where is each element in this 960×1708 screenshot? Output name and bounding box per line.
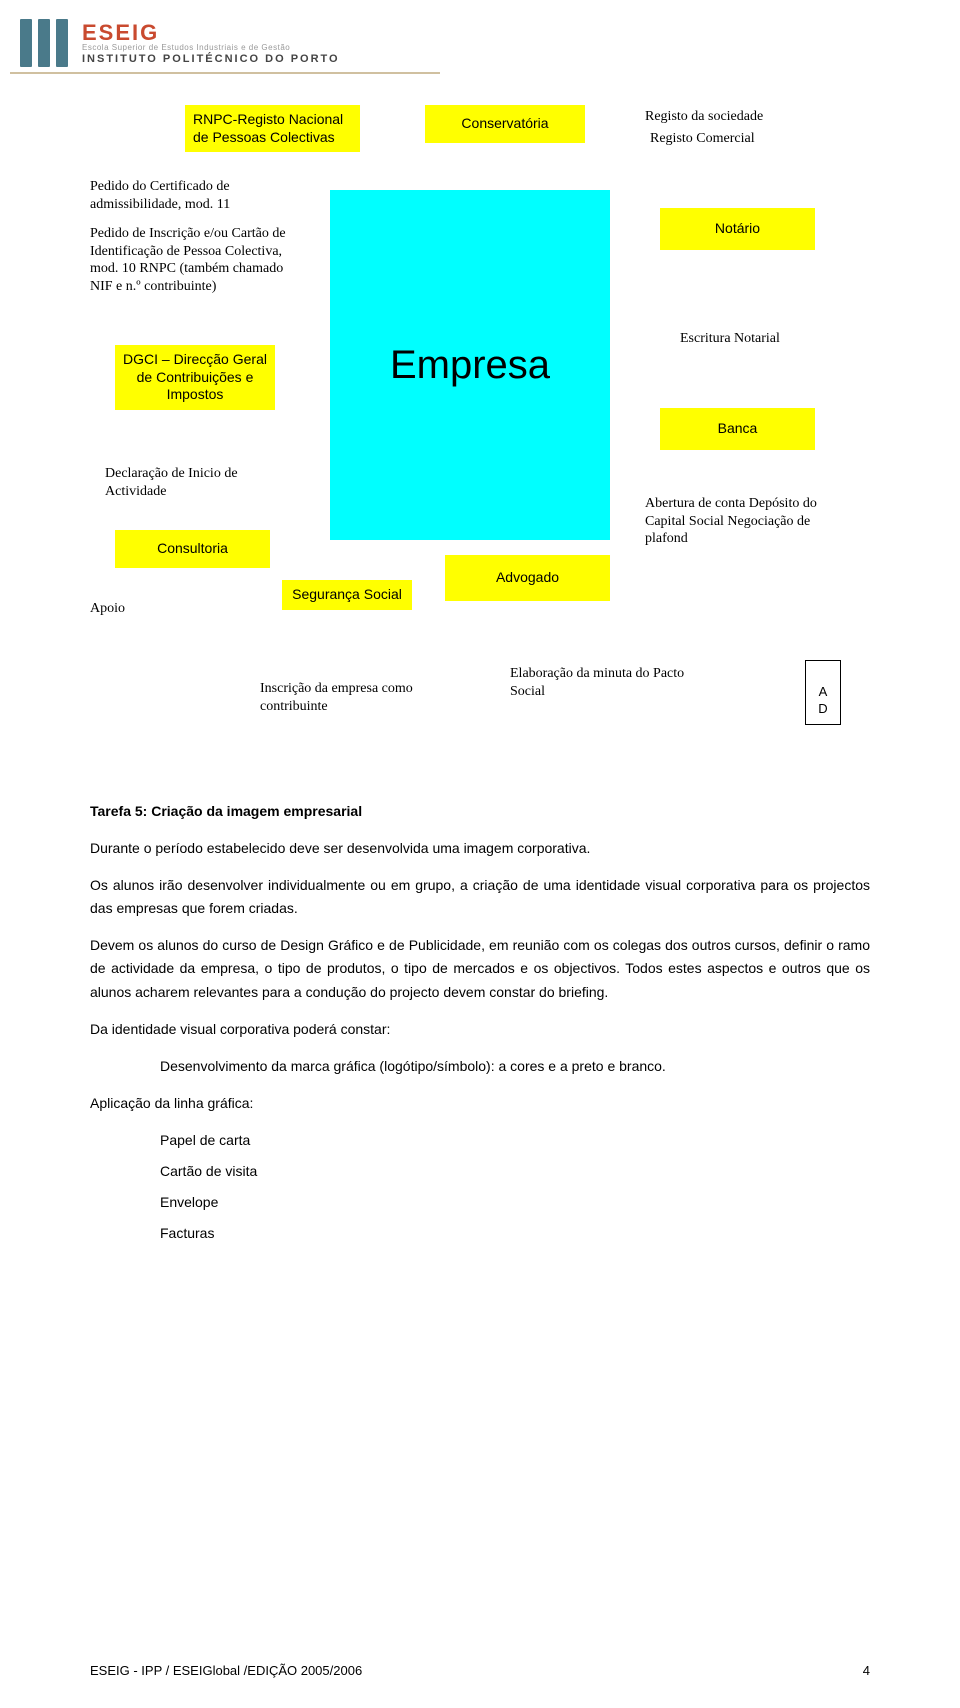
box-conservatoria: Conservatória [425,105,585,143]
text-abertura: Abertura de conta Depósito do Capital So… [645,495,845,548]
para-2: Os alunos irão desenvolver individualmen… [90,874,870,920]
logo-header: ESEIG Escola Superior de Estudos Industr… [20,8,440,78]
box-consultoria-label: Consultoria [157,540,228,556]
para-1: Durante o período estabelecido deve ser … [90,837,870,860]
logo-bars-icon [20,19,68,67]
text-declaracao: Declaração de Inicio de Actividade [105,465,245,500]
box-banca: Banca [660,408,815,450]
box-ad: A D [805,660,841,725]
text-abertura-label: Abertura de conta Depósito do Capital So… [645,496,817,546]
text-registo-comercial-label: Registo Comercial [650,131,755,146]
box-conservatoria-label: Conservatória [461,115,548,131]
box-dgci-label: DGCI – Direcção Geral de Contribuições e… [123,351,267,402]
box-advogado-label: Advogado [496,569,559,585]
list-2: Papel de carta Cartão de visita Envelope… [160,1129,870,1245]
box-rnpc: RNPC-Registo Nacional de Pessoas Colecti… [185,105,360,152]
para-3: Devem os alunos do curso de Design Gráfi… [90,934,870,1003]
box-empresa: Empresa [330,190,610,540]
text-escritura-label: Escritura Notarial [680,331,780,346]
list-item-cartao: Cartão de visita [160,1160,870,1183]
para-4: Da identidade visual corporativa poderá … [90,1018,870,1041]
logo-ipp: INSTITUTO POLITÉCNICO DO PORTO [82,54,340,65]
list-item-envelope: Envelope [160,1191,870,1214]
box-dgci: DGCI – Direcção Geral de Contribuições e… [115,345,275,410]
footer: ESEIG - IPP / ESEIGlobal /EDIÇÃO 2005/20… [90,1663,870,1678]
para-5: Aplicação da linha gráfica: [90,1092,870,1115]
text-inscricao-contrib-label: Inscrição da empresa como contribuinte [260,681,413,714]
heading-tarefa5: Tarefa 5: Criação da imagem empresarial [90,800,870,823]
text-registo-comercial: Registo Comercial [650,130,850,148]
text-escritura: Escritura Notarial [680,330,880,348]
text-pedido-certificado-label: Pedido do Certificado de admissibilidade… [90,179,230,212]
text-declaracao-label: Declaração de Inicio de Actividade [105,466,238,499]
footer-left: ESEIG - IPP / ESEIGlobal /EDIÇÃO 2005/20… [90,1663,362,1678]
box-consultoria: Consultoria [115,530,270,568]
box-seguranca-label: Segurança Social [292,586,402,602]
list-1: Desenvolvimento da marca gráfica (logóti… [160,1055,870,1078]
list-item-papel: Papel de carta [160,1129,870,1152]
footer-pagenum: 4 [863,1663,870,1678]
box-banca-label: Banca [718,420,758,436]
box-empresa-label: Empresa [390,343,550,388]
box-advogado: Advogado [445,555,610,601]
text-inscricao-contrib: Inscrição da empresa como contribuinte [260,680,460,715]
page: ESEIG Escola Superior de Estudos Industr… [0,0,960,1708]
text-elaboracao: Elaboração da minuta do Pacto Social [510,665,690,700]
text-pedido-inscricao: Pedido de Inscrição e/ou Cartão de Ident… [90,225,300,295]
text-apoio-label: Apoio [90,601,125,616]
box-notario-label: Notário [715,220,760,236]
logo-eseig: ESEIG [82,22,340,44]
text-registo-sociedade: Registo da sociedade [645,108,845,126]
list-item-1: Desenvolvimento da marca gráfica (logóti… [160,1055,870,1078]
text-pedido-inscricao-label: Pedido de Inscrição e/ou Cartão de Ident… [90,226,286,294]
doc-body: Tarefa 5: Criação da imagem empresarial … [90,800,870,1253]
list-item-facturas: Facturas [160,1222,870,1245]
text-pedido-certificado: Pedido do Certificado de admissibilidade… [90,178,290,213]
text-registo-sociedade-label: Registo da sociedade [645,109,763,124]
text-apoio: Apoio [90,600,125,618]
box-seguranca: Segurança Social [282,580,412,610]
box-ad-label: A D [818,684,827,716]
logo-subtitle: Escola Superior de Estudos Industriais e… [82,44,340,52]
text-elaboracao-label: Elaboração da minuta do Pacto Social [510,666,684,699]
logo-text: ESEIG Escola Superior de Estudos Industr… [82,22,340,65]
box-notario: Notário [660,208,815,250]
header-rule [10,72,440,74]
box-rnpc-label: RNPC-Registo Nacional de Pessoas Colecti… [193,111,343,145]
